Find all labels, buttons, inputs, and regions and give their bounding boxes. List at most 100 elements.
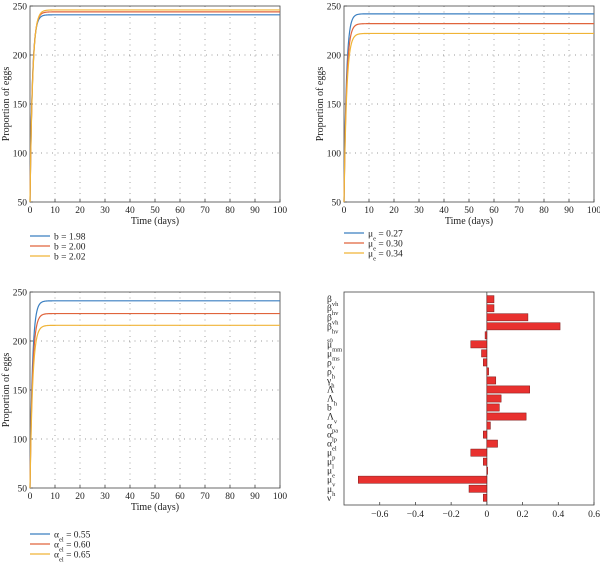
category-label: μms bbox=[327, 349, 340, 362]
y-axis-label: Proportion of eggs bbox=[1, 353, 12, 428]
x-tick-label: 20 bbox=[75, 206, 85, 216]
line-chart-b: 0 10 20 30 40 50 60 70 80 90 100 50 100 150 200 250 Time… bbox=[1, 3, 287, 263]
x-tick-label: 40 bbox=[125, 492, 135, 502]
x-axis-label: Time (days) bbox=[445, 216, 493, 227]
plot-frame bbox=[343, 5, 595, 203]
series-line bbox=[343, 32, 594, 203]
series-line bbox=[29, 312, 280, 489]
legend-label: μe = 0.30 bbox=[368, 240, 403, 253]
y-axis-label: Proportion of eggs bbox=[1, 67, 12, 142]
x-tick-label: 90 bbox=[564, 206, 574, 216]
x-tick-label: 70 bbox=[200, 492, 210, 502]
plot-frame bbox=[343, 291, 595, 506]
category-label: μe bbox=[327, 467, 335, 480]
y-tick-label: 100 bbox=[13, 150, 28, 160]
line-chart-alpha-el: 0 10 20 30 40 50 60 70 80 90 100 50 100 150 200 250 Time… bbox=[1, 289, 287, 564]
category-label: αlp bbox=[327, 431, 337, 444]
x-tick-label: 70 bbox=[200, 206, 210, 216]
bar bbox=[486, 295, 495, 304]
bar bbox=[483, 358, 488, 367]
category-label: ν bbox=[327, 494, 332, 504]
x-tick-label: 50 bbox=[150, 492, 160, 502]
category-label: Λh bbox=[327, 395, 338, 408]
category-label: b bbox=[327, 404, 332, 414]
bar bbox=[470, 340, 488, 349]
x-tick-label: 60 bbox=[175, 492, 185, 502]
x-tick-label: −0.6 bbox=[371, 510, 388, 520]
legend-label: αel = 0.65 bbox=[54, 551, 91, 564]
legend-label: b = 2.02 bbox=[54, 253, 86, 263]
y-tick-label: 250 bbox=[13, 289, 28, 299]
x-tick-label: 10 bbox=[364, 206, 374, 216]
bar bbox=[486, 439, 498, 448]
x-tick-label: 0.4 bbox=[552, 510, 564, 520]
bar bbox=[483, 493, 488, 502]
legend-label: b = 1.98 bbox=[54, 233, 86, 243]
x-tick-label: 30 bbox=[100, 206, 110, 216]
legend-label: μe = 0.34 bbox=[368, 250, 403, 263]
y-tick-label: 100 bbox=[13, 436, 28, 446]
bar bbox=[486, 376, 497, 385]
y-tick-label: 50 bbox=[332, 199, 342, 209]
y-tick-label: 150 bbox=[13, 387, 28, 397]
bar bbox=[486, 412, 527, 421]
plot-frame bbox=[29, 291, 281, 489]
y-tick-label: 150 bbox=[327, 101, 342, 111]
category-label: γh bbox=[326, 376, 335, 389]
category-label: Λv bbox=[327, 413, 338, 426]
category-label: ρv bbox=[327, 358, 336, 371]
category-label: βhv bbox=[327, 322, 339, 335]
y-tick-label: 250 bbox=[13, 3, 28, 13]
category-label: αpa bbox=[327, 422, 338, 435]
x-tick-label: 80 bbox=[225, 206, 235, 216]
x-tick-label: 10 bbox=[50, 206, 60, 216]
legend-label: b = 2.00 bbox=[54, 243, 86, 253]
series-line bbox=[343, 23, 594, 203]
category-label: βvh bbox=[327, 313, 339, 326]
legend-label: μe = 0.27 bbox=[368, 230, 403, 243]
x-tick-label: 20 bbox=[75, 492, 85, 502]
x-tick-label: 0 bbox=[342, 206, 347, 216]
bar bbox=[481, 349, 488, 358]
x-tick-label: 30 bbox=[414, 206, 424, 216]
series-line bbox=[29, 300, 280, 489]
series-line bbox=[343, 13, 594, 203]
x-tick-label: −0.2 bbox=[443, 510, 460, 520]
bar bbox=[486, 421, 491, 430]
x-tick-label: 80 bbox=[225, 492, 235, 502]
x-tick-label: 30 bbox=[100, 492, 110, 502]
sensitivity-bar-chart: βvhβhvβvhβhvs0μmmμmsρvρhγhΛΛhbΛvαpaαlpαe… bbox=[326, 291, 600, 520]
x-tick-label: 0 bbox=[28, 206, 33, 216]
x-tick-label: 80 bbox=[539, 206, 549, 216]
category-label: μh bbox=[327, 485, 336, 498]
category-label: μl bbox=[327, 458, 334, 471]
category-label: s0 bbox=[327, 337, 333, 344]
plot-frame bbox=[29, 5, 281, 203]
y-tick-label: 200 bbox=[327, 52, 342, 62]
bar bbox=[470, 448, 488, 457]
bar bbox=[486, 385, 530, 394]
x-tick-label: 10 bbox=[50, 492, 60, 502]
x-tick-label: 40 bbox=[439, 206, 449, 216]
bar bbox=[486, 394, 502, 403]
x-tick-label: 0.6 bbox=[588, 510, 600, 520]
bar bbox=[486, 322, 561, 331]
series-line bbox=[29, 324, 280, 489]
bar bbox=[486, 466, 488, 475]
x-tick-label: 0.2 bbox=[517, 510, 529, 520]
bar bbox=[483, 430, 488, 439]
series-line bbox=[29, 14, 280, 203]
category-label: μp bbox=[327, 449, 335, 462]
x-tick-label: 90 bbox=[250, 206, 260, 216]
category-label: Λ bbox=[327, 385, 334, 395]
x-tick-label: 70 bbox=[514, 206, 524, 216]
legend-label: αel = 0.60 bbox=[54, 541, 91, 554]
x-tick-label: 90 bbox=[250, 492, 260, 502]
category-label: βvh bbox=[327, 295, 339, 308]
bar bbox=[483, 457, 488, 466]
x-axis-label: Time (days) bbox=[131, 502, 179, 513]
bar bbox=[486, 403, 500, 412]
legend-label: αel = 0.55 bbox=[54, 531, 91, 544]
x-tick-label: 50 bbox=[464, 206, 474, 216]
